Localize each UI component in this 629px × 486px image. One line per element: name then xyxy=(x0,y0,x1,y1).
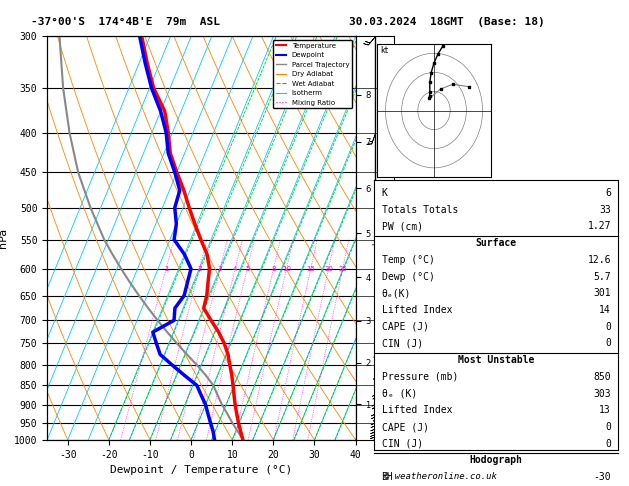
Text: 30.03.2024  18GMT  (Base: 18): 30.03.2024 18GMT (Base: 18) xyxy=(349,17,545,27)
Text: 8: 8 xyxy=(271,266,276,272)
Text: Surface: Surface xyxy=(476,238,517,248)
Text: 13: 13 xyxy=(599,405,611,416)
Text: 2: 2 xyxy=(198,266,201,272)
Text: kt: kt xyxy=(381,46,389,55)
Text: 4: 4 xyxy=(233,266,237,272)
Text: EH: EH xyxy=(382,472,393,482)
Text: Most Unstable: Most Unstable xyxy=(458,355,535,365)
Text: PW (cm): PW (cm) xyxy=(382,221,423,231)
X-axis label: Dewpoint / Temperature (°C): Dewpoint / Temperature (°C) xyxy=(110,465,292,475)
Text: K: K xyxy=(382,188,387,198)
Text: 14: 14 xyxy=(599,305,611,315)
Text: θₑ(K): θₑ(K) xyxy=(382,288,411,298)
Text: Pressure (mb): Pressure (mb) xyxy=(382,372,458,382)
Text: 12.6: 12.6 xyxy=(587,255,611,265)
Text: 20: 20 xyxy=(324,266,333,272)
Text: Hodograph: Hodograph xyxy=(470,455,523,466)
Text: 0: 0 xyxy=(605,338,611,348)
Text: 3: 3 xyxy=(218,266,222,272)
Text: 5: 5 xyxy=(245,266,250,272)
Text: -37°00'S  174°4B'E  79m  ASL: -37°00'S 174°4B'E 79m ASL xyxy=(31,17,220,27)
Text: 1.27: 1.27 xyxy=(587,221,611,231)
Text: 33: 33 xyxy=(599,205,611,215)
Text: 15: 15 xyxy=(306,266,315,272)
Text: CIN (J): CIN (J) xyxy=(382,439,423,449)
Text: 850: 850 xyxy=(593,372,611,382)
Text: CIN (J): CIN (J) xyxy=(382,338,423,348)
Text: CAPE (J): CAPE (J) xyxy=(382,322,428,332)
Text: Totals Totals: Totals Totals xyxy=(382,205,458,215)
Text: Lifted Index: Lifted Index xyxy=(382,305,452,315)
Text: 301: 301 xyxy=(593,288,611,298)
Text: 0: 0 xyxy=(605,422,611,432)
Text: θₑ (K): θₑ (K) xyxy=(382,389,417,399)
Text: 6: 6 xyxy=(605,188,611,198)
Text: 25: 25 xyxy=(338,266,347,272)
Y-axis label: hPa: hPa xyxy=(0,228,8,248)
Text: 10: 10 xyxy=(282,266,291,272)
Text: © weatheronline.co.uk: © weatheronline.co.uk xyxy=(384,472,496,481)
Text: 5.7: 5.7 xyxy=(593,272,611,281)
Text: Temp (°C): Temp (°C) xyxy=(382,255,435,265)
Text: 0: 0 xyxy=(605,322,611,332)
Text: Lifted Index: Lifted Index xyxy=(382,405,452,416)
Text: Dewp (°C): Dewp (°C) xyxy=(382,272,435,281)
Text: 0: 0 xyxy=(605,439,611,449)
Text: 1LCL: 1LCL xyxy=(376,384,393,390)
Text: CAPE (J): CAPE (J) xyxy=(382,422,428,432)
Text: 303: 303 xyxy=(593,389,611,399)
Text: 1: 1 xyxy=(164,266,169,272)
Legend: Temperature, Dewpoint, Parcel Trajectory, Dry Adiabat, Wet Adiabat, Isotherm, Mi: Temperature, Dewpoint, Parcel Trajectory… xyxy=(273,40,352,108)
Y-axis label: km
ASL: km ASL xyxy=(372,230,391,246)
Text: -30: -30 xyxy=(593,472,611,482)
